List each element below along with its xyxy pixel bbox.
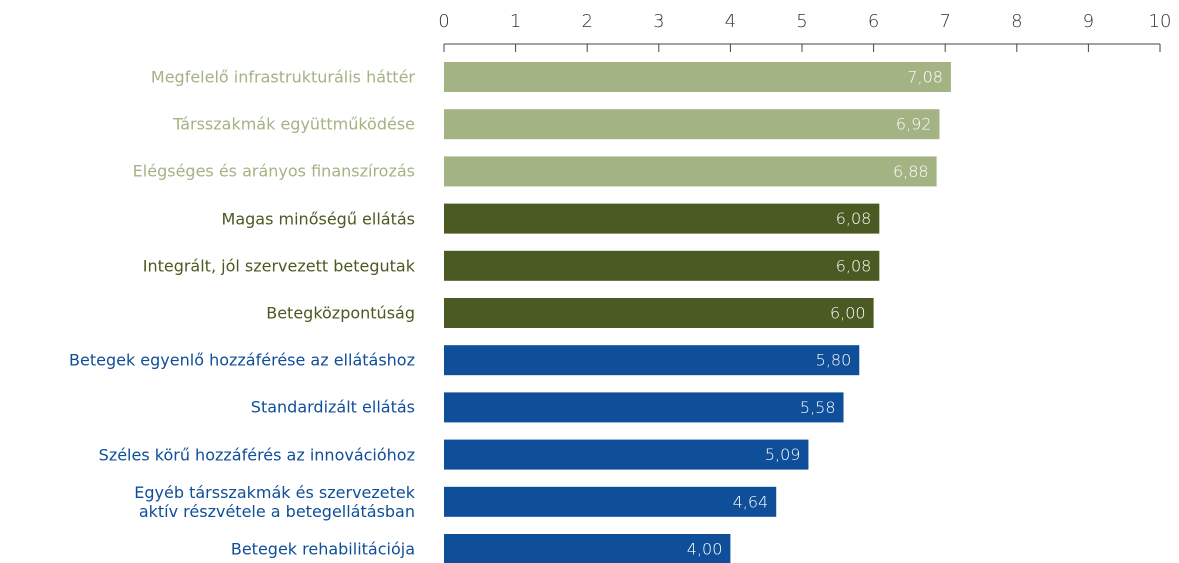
x-tick-label: 1 — [510, 11, 521, 32]
bar — [444, 392, 844, 423]
bar — [444, 109, 940, 140]
category-label: Széles körű hozzáférés az innovációhoz — [98, 445, 415, 465]
value-label: 6,08 — [836, 256, 872, 275]
x-tick-label: 2 — [581, 11, 592, 32]
x-tick-label: 7 — [939, 11, 950, 32]
bar — [444, 298, 874, 328]
category-label: Betegközpontúság — [266, 303, 415, 323]
category-label: Betegek rehabilitációja — [230, 539, 415, 559]
category-label: Magas minőségű ellátás — [221, 209, 415, 229]
x-tick-label: 4 — [725, 11, 736, 32]
bar — [444, 439, 809, 470]
value-label: 5,80 — [816, 351, 852, 370]
value-label: 6,00 — [830, 304, 866, 323]
category-label: Betegek egyenlő hozzáférése az ellátásho… — [69, 350, 415, 370]
x-tick-label: 6 — [868, 11, 879, 32]
category-label: Integrált, jól szervezett betegutak — [142, 256, 415, 276]
category-label: Elégséges és arányos finanszírozás — [132, 161, 415, 181]
bar — [444, 534, 731, 563]
bar — [444, 156, 937, 187]
bar — [444, 486, 777, 517]
value-label: 4,00 — [687, 540, 723, 559]
x-tick-label: 8 — [1011, 11, 1022, 32]
bar — [444, 62, 951, 92]
bar — [444, 345, 860, 376]
x-tick-label: 0 — [438, 11, 449, 32]
x-tick-label: 10 — [1149, 11, 1172, 32]
value-label: 5,58 — [800, 398, 836, 417]
value-label: 6,92 — [896, 115, 932, 134]
category-label: Standardizált ellátás — [250, 397, 415, 417]
value-label: 6,88 — [893, 162, 929, 181]
value-label: 4,64 — [733, 492, 769, 511]
value-label: 5,09 — [765, 445, 801, 464]
bar — [444, 203, 880, 234]
value-label: 7,08 — [907, 68, 943, 87]
x-tick-label: 3 — [653, 11, 664, 32]
bar — [444, 250, 880, 281]
x-tick-label: 5 — [796, 11, 807, 32]
value-label: 6,08 — [836, 209, 872, 228]
category-label: Egyéb társszakmák és szervezetek aktív r… — [134, 482, 415, 521]
category-label: Megfelelő infrastrukturális háttér — [150, 67, 415, 87]
category-label: Társszakmák együttműködése — [173, 114, 415, 134]
x-tick-label: 9 — [1083, 11, 1094, 32]
